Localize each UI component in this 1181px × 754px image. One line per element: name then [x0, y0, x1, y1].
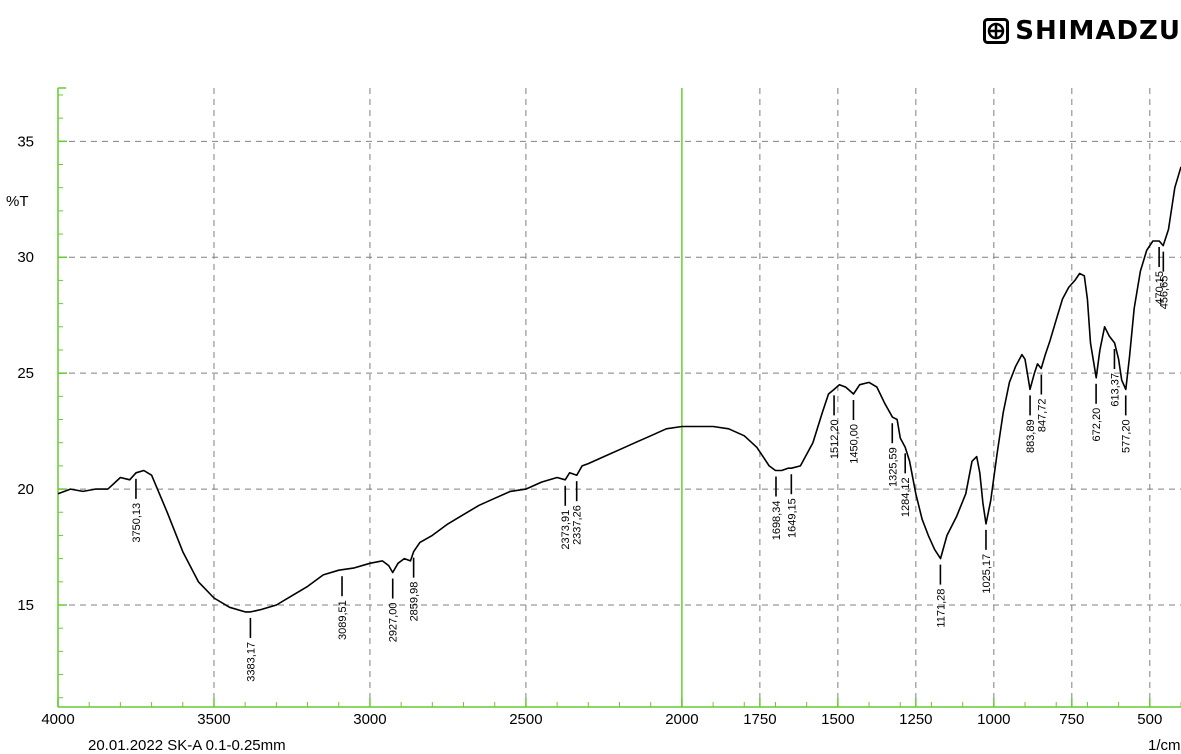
- shimadzu-logo-icon: [983, 18, 1010, 44]
- peak-1025-17: 1025,17: [981, 529, 993, 594]
- peak-label: 1171,28: [935, 589, 947, 628]
- peak-3089-51: 3089,51: [337, 576, 349, 640]
- spectrum-line-0: [57, 166, 1181, 613]
- peak-3383-17: 3383,17: [245, 617, 257, 682]
- x-tick-label-2500: 2500: [509, 711, 542, 728]
- shimadzu-logo: SHIMADZU: [983, 18, 1181, 44]
- peak-label: 2927,00: [388, 603, 400, 643]
- peak-1325-59: 1325,59: [887, 423, 899, 487]
- peak-577-20: 577,20: [1121, 395, 1133, 453]
- peak-label: 470,15: [1154, 271, 1166, 305]
- peak-label: 2337,26: [572, 505, 584, 545]
- peak-label: 3750,13: [131, 503, 143, 543]
- y-tick-label-20: 20: [17, 481, 34, 498]
- peak-label: 3383,17: [245, 642, 257, 682]
- grid: [58, 88, 1181, 707]
- x-tick-label-4000: 4000: [41, 711, 74, 728]
- peak-label: 1698,34: [771, 501, 783, 541]
- peak-456-65: 456,65: [1158, 251, 1170, 310]
- peak-847-72: 847,72: [1036, 374, 1048, 433]
- sample-label: 20.01.2022 SK-A 0.1-0.25mm: [88, 737, 286, 754]
- x-tick-label-3000: 3000: [353, 711, 386, 728]
- peak-label: 1284,12: [900, 477, 912, 517]
- x-tick-label-1000: 1000: [977, 711, 1010, 728]
- y-tick-label-35: 35: [17, 133, 34, 150]
- x-axis-unit: 1/cm: [1148, 737, 1181, 754]
- x-tick-label-1500: 1500: [821, 711, 854, 728]
- axis-ticks: 4000 3500 3000 2500 2000 1750 1500 1250 1000 750 5…: [17, 94, 1181, 728]
- peak-2927-00: 2927,00: [388, 578, 400, 643]
- peak-1649-15: 1649,15: [786, 474, 798, 538]
- peak-label: 847,72: [1036, 399, 1048, 433]
- peak-label: 883,89: [1025, 419, 1037, 453]
- peak-label: 1512,20: [829, 419, 841, 459]
- peak-2373-91: 2373,91: [560, 485, 572, 550]
- peak-label: 577,20: [1121, 419, 1133, 453]
- plot-frame: [57, 87, 1181, 708]
- peak-label: 456,65: [1158, 276, 1170, 310]
- x-tick-label-1250: 1250: [899, 711, 932, 728]
- peak-2859-98: 2859,98: [409, 557, 421, 622]
- x-tick-label-500: 500: [1137, 711, 1162, 728]
- peak-label: 613,37: [1109, 373, 1121, 407]
- peak-label: 1325,59: [887, 447, 899, 487]
- peak-1171-28: 1171,28: [935, 564, 947, 628]
- peak-label: 1649,15: [786, 498, 798, 538]
- y-axis-label: %T: [6, 193, 29, 210]
- peak-3750-13: 3750,13: [131, 478, 143, 543]
- x-tick-label-2000: 2000: [665, 711, 698, 728]
- peak-label: 2373,91: [560, 510, 572, 550]
- peak-1284-12: 1284,12: [900, 453, 912, 517]
- x-tick-label-3500: 3500: [197, 711, 230, 728]
- y-tick-label-25: 25: [17, 365, 34, 382]
- peak-613-37: 613,37: [1109, 349, 1121, 407]
- peak-1450-00: 1450,00: [848, 400, 860, 464]
- peak-883-89: 883,89: [1025, 395, 1037, 453]
- peak-label: 3089,51: [337, 600, 349, 640]
- spectrum-series: [57, 166, 1181, 613]
- peak-label: 1025,17: [981, 554, 993, 594]
- peak-label: 2859,98: [409, 582, 421, 622]
- x-tick-label-1750: 1750: [743, 711, 776, 728]
- peak-annotations: 3750,13 3383,17 3089,51 2927,00 2859,98 2373,…: [131, 247, 1170, 682]
- logo-text: SHIMADZU: [1015, 16, 1181, 46]
- x-tick-label-750: 750: [1059, 711, 1084, 728]
- y-tick-label-15: 15: [17, 597, 34, 614]
- peak-label: 1450,00: [848, 424, 860, 464]
- peak-672-20: 672,20: [1091, 383, 1103, 442]
- peak-1698-34: 1698,34: [771, 476, 783, 541]
- peak-2337-26: 2337,26: [572, 481, 584, 545]
- y-tick-label-30: 30: [17, 249, 34, 266]
- peak-label: 672,20: [1091, 408, 1103, 442]
- peak-1512-20: 1512,20: [829, 395, 841, 459]
- peak-470-15: 470,15: [1154, 247, 1166, 305]
